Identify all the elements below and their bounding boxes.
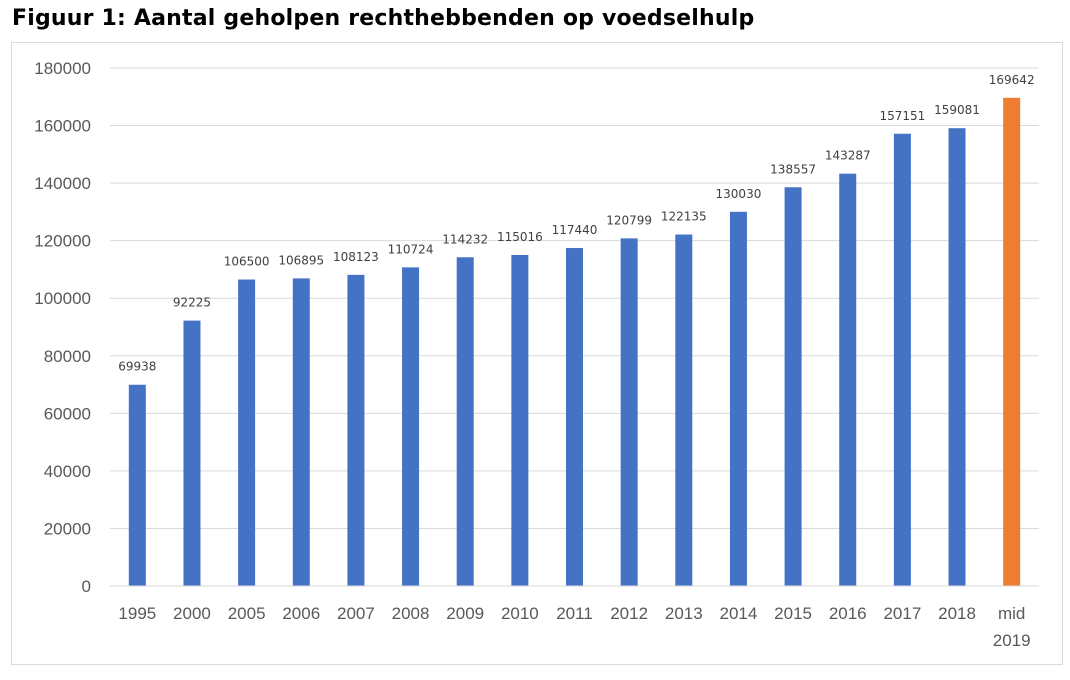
figure-title: Figuur 1: Aantal geholpen rechthebbenden…	[12, 6, 755, 31]
x-tick-label: 2009	[446, 604, 484, 623]
x-tick-label: mid	[998, 604, 1025, 623]
x-tick-label: 2019	[993, 631, 1031, 650]
data-label: 106895	[278, 253, 324, 267]
data-label: 115016	[497, 230, 543, 244]
data-label: 69938	[118, 360, 156, 374]
chart-frame: 0 20000 40000 60000 80000 100000 120000 140000 1…	[11, 42, 1063, 665]
y-tick-label: 140000	[34, 174, 91, 193]
x-tick-label: 1995	[118, 604, 156, 623]
data-label: 122135	[661, 210, 707, 224]
data-label: 143287	[825, 149, 871, 163]
x-tick-label: 2007	[337, 604, 375, 623]
bar-1995	[128, 384, 146, 586]
x-tick-label: 2010	[501, 604, 539, 623]
y-tick-label: 120000	[34, 232, 91, 251]
y-tick-label: 100000	[34, 289, 91, 308]
y-tick-label: 60000	[44, 404, 91, 423]
bars	[128, 97, 1021, 587]
bar-2006	[292, 278, 310, 586]
data-label: 108123	[333, 250, 379, 264]
x-tick-label: 2015	[774, 604, 812, 623]
bar-2005	[238, 279, 256, 586]
data-label: 169642	[989, 73, 1035, 87]
y-tick-label: 180000	[34, 59, 91, 78]
bar-2007	[347, 274, 365, 586]
data-labels: 69938 92225 106500 106895 108123 110724 114232…	[118, 73, 1034, 374]
bar-2008	[402, 267, 420, 586]
bar-2016	[839, 173, 857, 586]
data-label: 92225	[173, 296, 211, 310]
bar-chart: 0 20000 40000 60000 80000 100000 120000 140000 1…	[34, 59, 1039, 650]
data-label: 106500	[224, 255, 270, 269]
bar-2010	[511, 255, 529, 586]
data-label: 159081	[934, 103, 980, 117]
bar-mid-2019	[1003, 97, 1021, 587]
bar-2009	[456, 257, 474, 586]
x-tick-label: 2008	[392, 604, 430, 623]
x-tick-label: 2005	[228, 604, 266, 623]
bar-2015	[784, 187, 802, 587]
bar-2014	[729, 211, 747, 586]
x-tick-label: 2012	[610, 604, 648, 623]
x-tick-label: 2000	[173, 604, 211, 623]
bar-2012	[620, 238, 638, 587]
data-label: 138557	[770, 162, 816, 176]
data-label: 110724	[388, 242, 434, 256]
y-tick-label: 160000	[34, 117, 91, 136]
x-tick-label: 2018	[938, 604, 976, 623]
y-tick-label: 80000	[44, 347, 91, 366]
x-tick-label: 2016	[829, 604, 867, 623]
x-tick-label: 2017	[883, 604, 921, 623]
y-axis: 0 20000 40000 60000 80000 100000 120000 140000 1…	[34, 59, 91, 596]
y-tick-label: 20000	[44, 519, 91, 538]
x-tick-label: 2011	[556, 604, 593, 623]
x-tick-label: 2006	[282, 604, 320, 623]
bar-2018	[948, 128, 966, 586]
bar-2011	[566, 248, 583, 586]
y-tick-label: 0	[82, 577, 91, 596]
bar-2000	[183, 320, 201, 586]
x-axis: 1995 2000 2005 2006 2007 2008 2009 2010 2011 2012…	[118, 604, 1030, 650]
data-label: 117440	[552, 223, 598, 237]
data-label: 130030	[716, 187, 762, 201]
y-tick-label: 40000	[44, 462, 91, 481]
x-tick-label: 2013	[665, 604, 703, 623]
x-tick-label: 2014	[720, 604, 758, 623]
data-label: 157151	[879, 109, 925, 123]
data-label: 114232	[442, 232, 488, 246]
bar-2013	[675, 234, 693, 586]
data-label: 120799	[606, 213, 652, 227]
bar-2017	[893, 133, 911, 586]
